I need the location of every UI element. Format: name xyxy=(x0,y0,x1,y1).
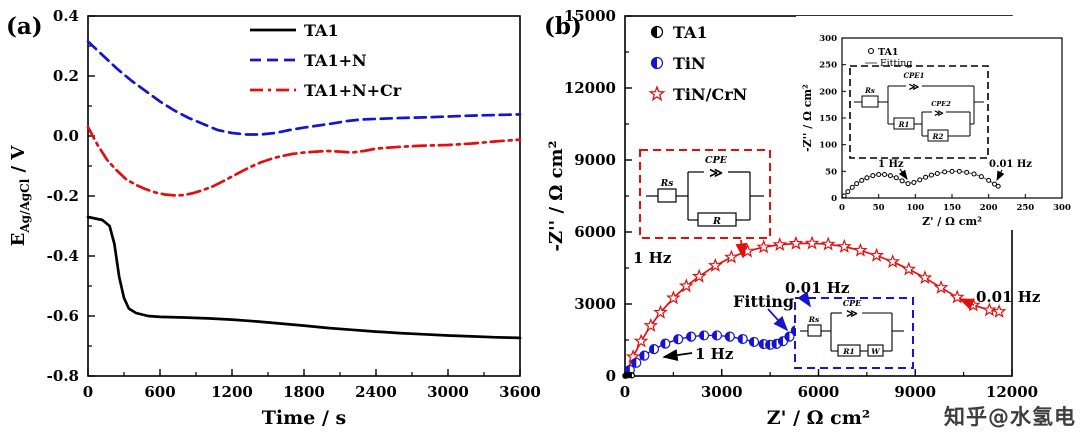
svg-text:-Z'' / Ω cm²: -Z'' / Ω cm² xyxy=(801,84,814,152)
svg-text:≫: ≫ xyxy=(846,307,858,320)
svg-text:≫: ≫ xyxy=(709,166,723,181)
svg-text:(a): (a) xyxy=(6,13,43,40)
svg-text:TA1+N+Cr: TA1+N+Cr xyxy=(304,81,402,100)
svg-text:0.01 Hz: 0.01 Hz xyxy=(989,159,1032,170)
svg-text:15000: 15000 xyxy=(564,7,616,25)
svg-text:-0.6: -0.6 xyxy=(47,307,79,325)
svg-text:50: 50 xyxy=(873,203,885,213)
svg-text:R1: R1 xyxy=(898,120,910,129)
svg-text:≫: ≫ xyxy=(909,82,919,93)
svg-text:0: 0 xyxy=(831,194,837,204)
svg-text:CPE: CPE xyxy=(705,155,728,166)
svg-text:0.01 Hz: 0.01 Hz xyxy=(976,288,1041,306)
svg-text:0.01 Hz: 0.01 Hz xyxy=(785,279,850,297)
svg-text:12000: 12000 xyxy=(564,79,616,97)
svg-text:-0.2: -0.2 xyxy=(47,187,79,205)
svg-text:600: 600 xyxy=(144,383,175,401)
svg-text:TiN: TiN xyxy=(673,54,706,73)
svg-text:Fitting: Fitting xyxy=(880,58,913,69)
svg-text:200: 200 xyxy=(980,203,998,213)
svg-text:1 Hz: 1 Hz xyxy=(878,159,904,170)
svg-text:9000: 9000 xyxy=(894,383,936,401)
svg-text:Time / s: Time / s xyxy=(262,407,346,429)
svg-text:250: 250 xyxy=(819,61,837,71)
svg-text:TA1: TA1 xyxy=(304,21,339,40)
svg-text:(b): (b) xyxy=(544,13,582,40)
svg-text:50: 50 xyxy=(825,167,837,177)
svg-text:≫: ≫ xyxy=(934,109,943,119)
svg-text:6000: 6000 xyxy=(798,383,840,401)
svg-text:3600: 3600 xyxy=(499,383,540,401)
svg-text:1 Hz: 1 Hz xyxy=(695,345,734,363)
svg-text:CPE2: CPE2 xyxy=(931,100,951,108)
svg-text:150: 150 xyxy=(819,114,837,124)
svg-text:-0.8: -0.8 xyxy=(47,367,79,385)
panel-b-chart: 0 3000 6000 9000 120000300060009000120001500… xyxy=(540,0,1080,443)
svg-text:12000: 12000 xyxy=(986,383,1038,401)
svg-text:Rs: Rs xyxy=(660,179,674,189)
svg-text:0.0: 0.0 xyxy=(53,127,79,145)
svg-text:TA1: TA1 xyxy=(673,23,708,42)
svg-text:1800: 1800 xyxy=(283,383,325,401)
svg-text:EAg/AgCl / V: EAg/AgCl / V xyxy=(8,145,32,247)
svg-text:250: 250 xyxy=(1016,203,1034,213)
svg-text:TA1: TA1 xyxy=(878,47,899,58)
svg-text:R: R xyxy=(712,216,721,227)
svg-text:0.4: 0.4 xyxy=(53,7,79,25)
svg-text:6000: 6000 xyxy=(574,223,616,241)
svg-text:TA1+N: TA1+N xyxy=(304,51,367,70)
svg-text:300: 300 xyxy=(1053,203,1071,213)
svg-text:W: W xyxy=(871,347,881,356)
svg-text:3000: 3000 xyxy=(701,383,743,401)
svg-text:0: 0 xyxy=(620,383,630,401)
svg-text:-Z'' / Ω cm²: -Z'' / Ω cm² xyxy=(546,141,567,252)
watermark-text: 知乎@水氢电 xyxy=(944,405,1076,429)
svg-text:Rs: Rs xyxy=(808,315,820,324)
svg-text:100: 100 xyxy=(819,141,837,151)
svg-text:0.2: 0.2 xyxy=(53,67,79,85)
svg-text:Fitting: Fitting xyxy=(733,292,794,311)
svg-text:300: 300 xyxy=(819,34,837,44)
svg-text:200: 200 xyxy=(819,87,837,97)
svg-text:3000: 3000 xyxy=(427,383,469,401)
svg-text:TiN/CrN: TiN/CrN xyxy=(673,85,747,104)
svg-text:CPE: CPE xyxy=(843,298,862,308)
svg-text:0: 0 xyxy=(839,203,845,213)
svg-text:-0.4: -0.4 xyxy=(47,247,79,265)
svg-text:0: 0 xyxy=(606,367,616,385)
svg-text:Rs: Rs xyxy=(864,86,875,95)
svg-text:R1: R1 xyxy=(842,347,854,356)
svg-text:1200: 1200 xyxy=(211,383,253,401)
svg-text:3000: 3000 xyxy=(574,295,616,313)
svg-text:Z' / Ω cm²: Z' / Ω cm² xyxy=(922,215,982,228)
svg-text:100: 100 xyxy=(906,203,924,213)
svg-text:Z' / Ω cm²: Z' / Ω cm² xyxy=(767,407,870,429)
svg-text:0: 0 xyxy=(83,383,93,401)
panel-a-chart: 0 600 1200 1800 2400 3000 3600 -0.8 -0.6 -0.4 -0.2… xyxy=(6,7,540,429)
svg-text:2400: 2400 xyxy=(355,383,397,401)
svg-text:1 Hz: 1 Hz xyxy=(633,249,672,267)
svg-text:150: 150 xyxy=(943,203,961,213)
svg-text:9000: 9000 xyxy=(574,151,616,169)
svg-text:CPE1: CPE1 xyxy=(903,71,924,80)
svg-text:R2: R2 xyxy=(932,132,944,141)
